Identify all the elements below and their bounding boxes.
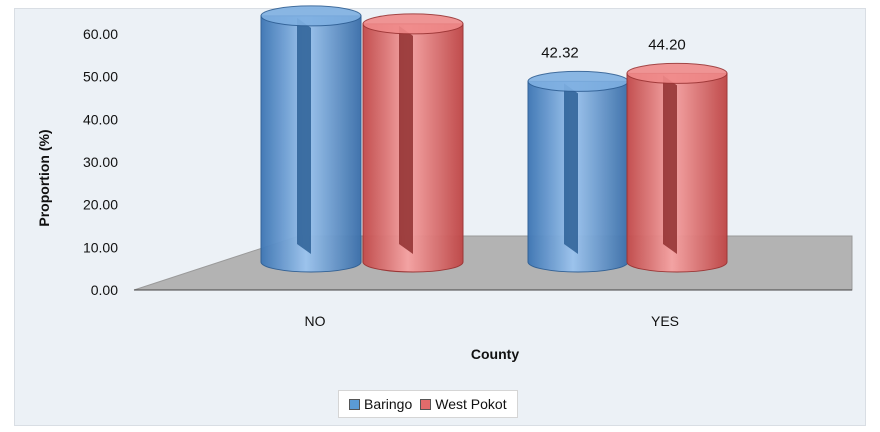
cylinder-inner-fold bbox=[297, 17, 311, 254]
cylinder-top bbox=[260, 5, 362, 27]
x-tick-label: NO bbox=[305, 313, 326, 329]
data-label: 44.20 bbox=[648, 36, 686, 53]
cylinder-inner-fold bbox=[663, 75, 677, 254]
data-label: 42.32 bbox=[541, 44, 579, 61]
cylinder-inner-fold bbox=[564, 83, 578, 255]
x-tick-label: YES bbox=[651, 313, 679, 329]
y-tick-label: 10.00 bbox=[83, 239, 118, 255]
y-tick-label: 30.00 bbox=[83, 154, 118, 170]
y-tick-label: 60.00 bbox=[83, 26, 118, 42]
legend-item-west-pokot: West Pokot bbox=[420, 396, 507, 412]
cylinder-top bbox=[527, 70, 629, 92]
legend-label-baringo: Baringo bbox=[364, 396, 413, 412]
x-axis-title: County bbox=[471, 346, 519, 362]
y-tick-label: 0.00 bbox=[91, 282, 118, 298]
bar-no-baringo bbox=[260, 5, 362, 273]
legend-swatch-baringo bbox=[349, 398, 360, 410]
legend-swatch-west-pokot bbox=[420, 398, 432, 410]
y-tick-label: 50.00 bbox=[83, 69, 118, 85]
legend-label-west-pokot: West Pokot bbox=[435, 396, 507, 412]
legend-item-baringo: Baringo bbox=[349, 396, 412, 412]
cylinder-top bbox=[362, 13, 464, 35]
legend: Baringo West Pokot bbox=[338, 390, 518, 418]
bar-yes-baringo bbox=[527, 70, 629, 273]
data-label: 55.80 bbox=[384, 0, 422, 4]
y-axis-title: Proportion (%) bbox=[36, 129, 52, 226]
cylinder-top bbox=[626, 62, 728, 84]
y-tick-label: 40.00 bbox=[83, 111, 118, 127]
chart-floor bbox=[133, 235, 853, 291]
cylinder-inner-fold bbox=[399, 25, 413, 255]
bar-no-west-pokot bbox=[362, 13, 464, 273]
y-tick-label: 20.00 bbox=[83, 197, 118, 213]
bar-yes-west-pokot bbox=[626, 62, 728, 273]
